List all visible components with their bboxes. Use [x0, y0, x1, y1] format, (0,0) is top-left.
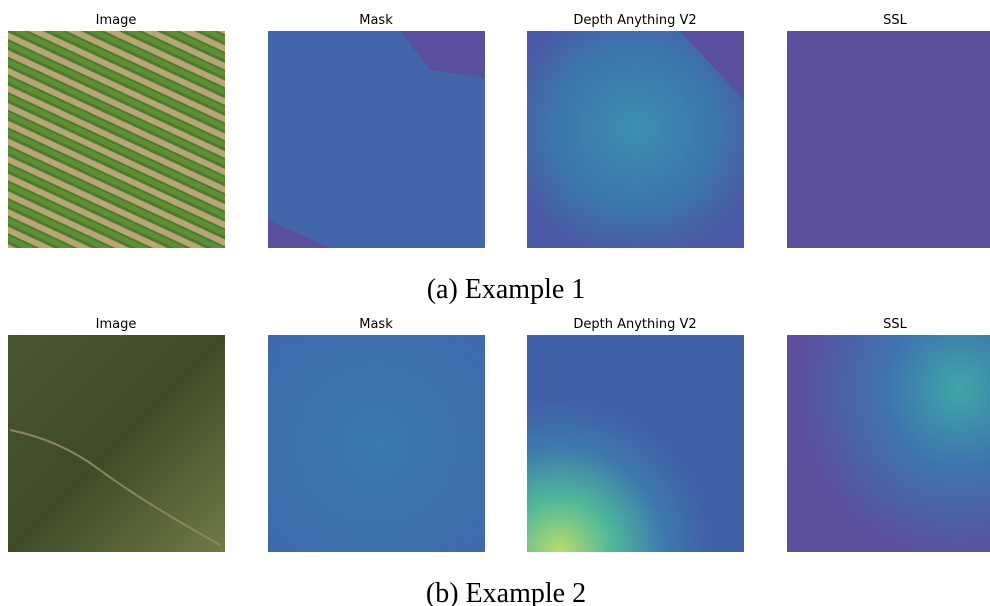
- panel-title: Image: [96, 317, 137, 332]
- panel-title: Mask: [359, 317, 393, 332]
- panel-title: Mask: [359, 13, 393, 28]
- panel-title: SSL: [883, 13, 908, 28]
- panel-title: SSL: [883, 317, 908, 332]
- ssl-panel: [787, 31, 990, 248]
- panel-title: Depth Anything V2: [573, 13, 696, 28]
- image-panel: [8, 31, 225, 248]
- caption: (a) Example 1: [427, 274, 586, 305]
- panel-title: Depth Anything V2: [573, 317, 696, 332]
- mask-panel: [268, 335, 485, 552]
- panel-title: Image: [96, 13, 137, 28]
- ssl-panel: [787, 335, 990, 552]
- image-panel: [8, 335, 225, 552]
- row-1: Image Mask Depth Anything V2 SSL (a) Exa…: [8, 13, 990, 305]
- depth-panel: [527, 335, 744, 552]
- row-2: Image Mask Depth Anything V2 SSL (b) Exa…: [8, 317, 990, 606]
- figure: Image Mask Depth Anything V2 SSL (a) Exa…: [0, 0, 990, 606]
- caption: (b) Example 2: [426, 578, 586, 606]
